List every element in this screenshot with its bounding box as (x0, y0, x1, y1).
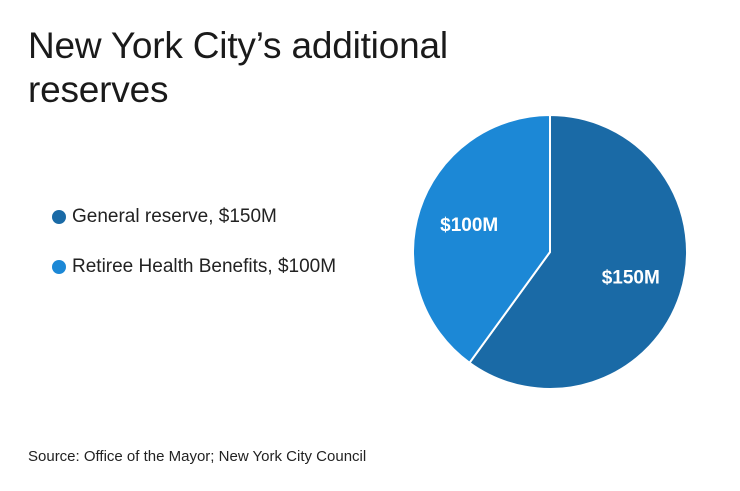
pie-labels: $150M $100M (440, 215, 660, 288)
pie-slice-general-reserve (468, 113, 688, 390)
legend-item-general-reserve: General reserve, $150M (52, 205, 336, 229)
pie-label-retiree-health-benefits: $100M (440, 215, 498, 236)
pie-slices (412, 113, 688, 390)
chart-legend: General reserve, $150M Retiree Health Be… (52, 205, 336, 305)
legend-swatch (52, 260, 66, 274)
legend-item-retiree-health-benefits: Retiree Health Benefits, $100M (52, 255, 336, 279)
legend-label: General reserve, $150M (72, 206, 277, 227)
pie-label-general-reserve: $150M (602, 267, 660, 288)
pie-slice-retiree-health-benefits (412, 113, 551, 365)
legend-label: Retiree Health Benefits, $100M (72, 256, 337, 277)
chart-title: New York City’s additional reserves (28, 25, 448, 110)
source-note: Source: Office of the Mayor; New York Ci… (28, 448, 367, 465)
legend-swatch (52, 210, 66, 224)
